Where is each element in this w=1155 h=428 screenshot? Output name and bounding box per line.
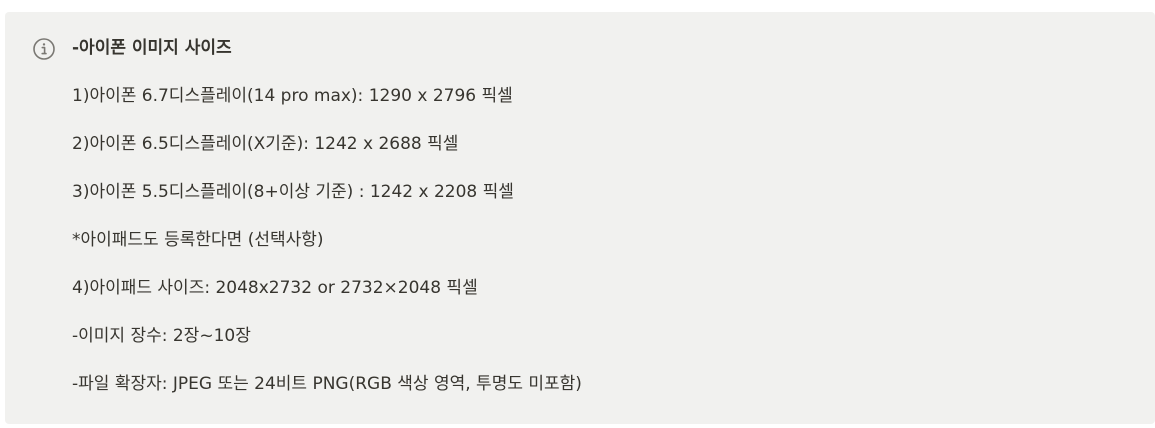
callout-line-ipad-note: *아이패드도 등록한다면 (선택사항) xyxy=(72,230,324,250)
callout-content: -아이폰 이미지 사이즈 1)아이폰 6.7디스플레이(14 pro max):… xyxy=(72,34,1135,418)
callout-line-iphone-67: 1)아이폰 6.7디스플레이(14 pro max): 1290 x 2796 … xyxy=(72,86,513,106)
callout-line-image-count: -이미지 장수: 2장~10장 xyxy=(72,326,251,346)
callout-line-file-format: -파일 확장자: JPEG 또는 24비트 PNG(RGB 색상 영역, 투명도… xyxy=(72,374,582,394)
info-icon[interactable] xyxy=(32,37,56,61)
callout-title: -아이폰 이미지 사이즈 xyxy=(72,38,232,58)
callout-line-ipad-size: 4)아이패드 사이즈: 2048x2732 or 2732×2048 픽셀 xyxy=(72,278,478,298)
callout-block: -아이폰 이미지 사이즈 1)아이폰 6.7디스플레이(14 pro max):… xyxy=(5,12,1155,424)
callout-line-iphone-65: 2)아이폰 6.5디스플레이(X기준): 1242 x 2688 픽셀 xyxy=(72,134,459,154)
callout-line-iphone-55: 3)아이폰 5.5디스플레이(8+이상 기준) : 1242 x 2208 픽셀 xyxy=(72,182,514,202)
